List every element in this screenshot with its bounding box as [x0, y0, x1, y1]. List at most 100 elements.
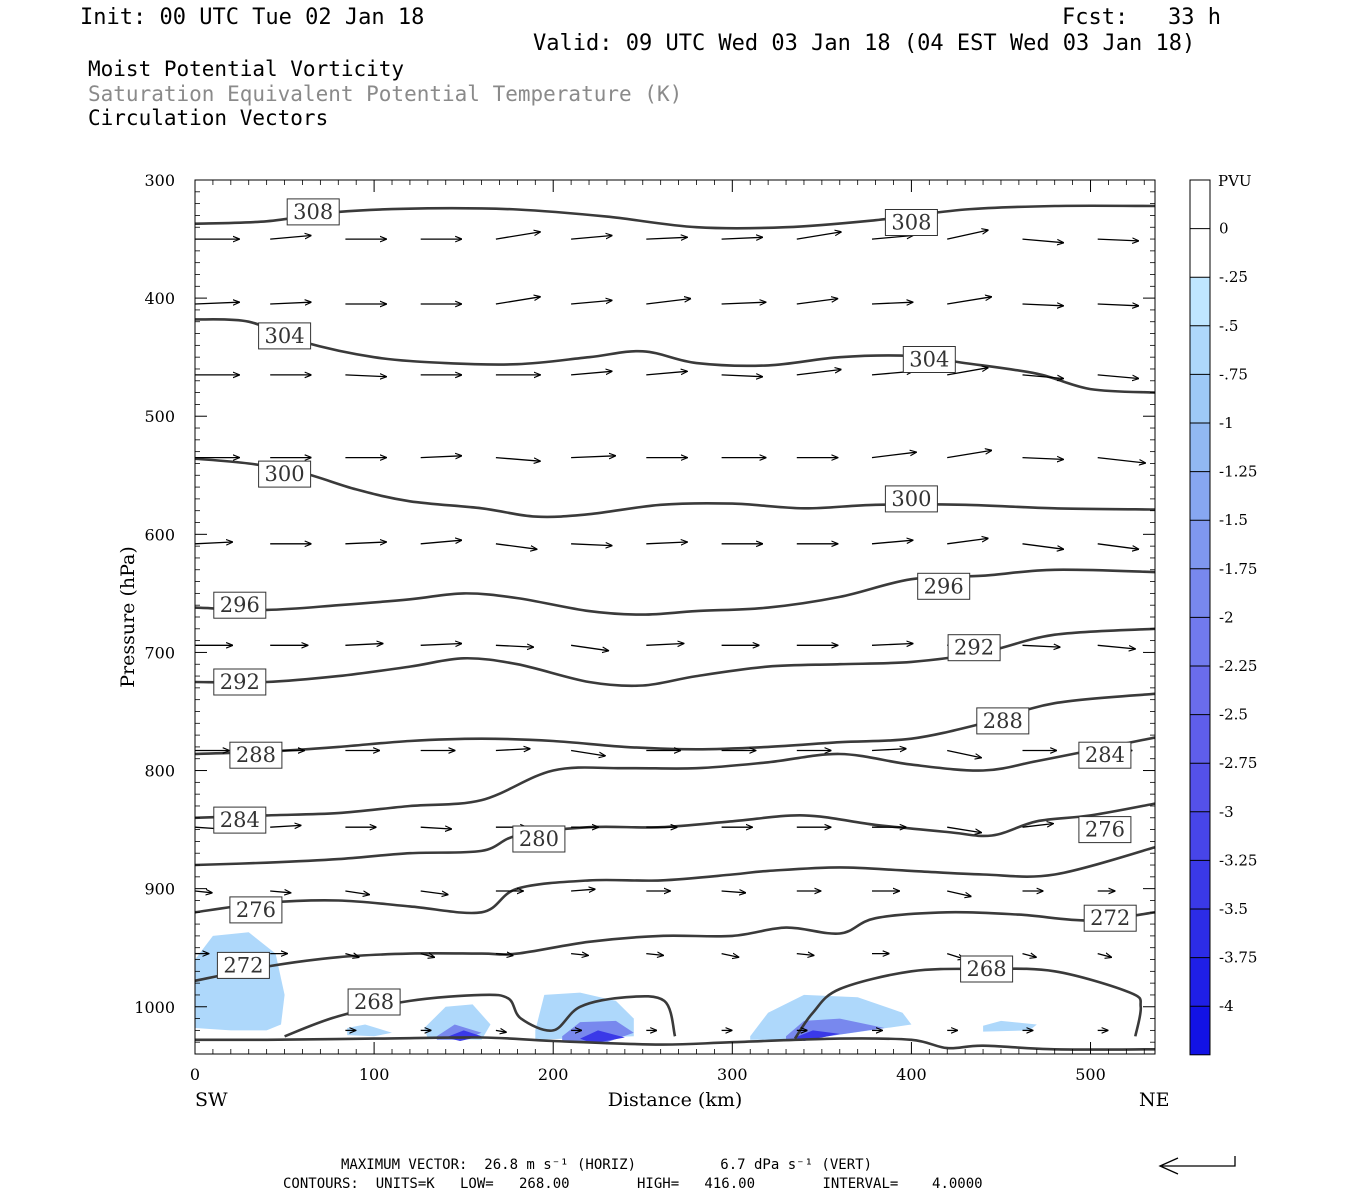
vector-0-11: [1022, 238, 1064, 243]
colorbar-label-9: -2.25: [1219, 657, 1257, 675]
svg-text:300: 300: [891, 487, 931, 511]
theta-es-contours: [195, 204, 1155, 1051]
vector-1-0: [195, 302, 239, 304]
contour-296-3: [195, 568, 1155, 616]
contour-label-276-16: 276: [229, 896, 283, 924]
colorbar-swatch-12: [1190, 763, 1210, 812]
colorbar-swatch-7: [1190, 520, 1210, 569]
vector-5-4: [495, 645, 533, 647]
vector-0-7: [721, 237, 763, 239]
contour-label-296-6: 296: [213, 591, 267, 619]
vector-1-10: [947, 297, 991, 305]
contour-label-272-17: 272: [1083, 904, 1137, 932]
contours-note: CONTOURS: UNITS=K LOW= 268.00 HIGH= 416.…: [283, 1176, 983, 1192]
contour-label-308-0: 308: [286, 198, 340, 226]
vector-7-10: [947, 826, 981, 832]
vector-9-2: [345, 954, 359, 958]
contour-label-300-5: 300: [884, 485, 938, 513]
contour-label-268-20: 268: [960, 955, 1014, 983]
svg-text:280: 280: [519, 827, 559, 851]
x-end-label-sw: SW: [195, 1089, 228, 1111]
x-tick-label-4: 400: [896, 1065, 927, 1084]
colorbar-swatch-0: [1190, 180, 1210, 229]
vector-8-2: [345, 890, 369, 895]
colorbar-label-6: -1.5: [1219, 511, 1248, 529]
colorbar-label-3: -.75: [1219, 365, 1248, 383]
vector-0-9: [871, 236, 913, 240]
max-vector-note: MAXIMUM VECTOR: 26.8 m s⁻¹ (HORIZ) 6.7 d…: [341, 1157, 873, 1173]
title-mpv: Moist Potential Vorticity: [88, 57, 405, 81]
svg-text:288: 288: [236, 743, 276, 767]
y-tick-label-7: 1000: [134, 998, 175, 1017]
colorbar-swatch-8: [1190, 568, 1210, 618]
colorbar-label-10: -2.5: [1219, 706, 1248, 724]
vector-6-9: [871, 749, 906, 751]
y-tick-label-1: 400: [144, 289, 175, 308]
vector-9-5: [571, 954, 588, 956]
y-axis-label: Pressure (hPa): [117, 546, 139, 688]
vector-0-5: [571, 236, 612, 240]
contour-268-12: [195, 1036, 1155, 1051]
vector-5-6: [646, 644, 683, 646]
contour-label-268-19: 268: [347, 988, 401, 1016]
vector-5-5: [571, 644, 608, 650]
contour-label-280-14: 280: [512, 825, 566, 853]
vector-7-1: [270, 825, 301, 827]
colorbar-label-4: -1: [1219, 414, 1234, 432]
vector-0-1: [270, 236, 311, 240]
vector-4-12: [1097, 543, 1139, 549]
vector-2-13: [1154, 374, 1155, 376]
colorbar-label-14: -3.5: [1219, 900, 1248, 918]
vector-5-12: [1097, 644, 1135, 649]
svg-text:284: 284: [1085, 743, 1125, 767]
vector-10-2: [495, 1030, 506, 1032]
colorbar-swatch-16: [1190, 957, 1210, 1007]
vector-3-12: [1097, 456, 1146, 463]
contour-284-6: [195, 736, 1155, 820]
pv-area-0: [195, 932, 285, 1031]
vector-3-5: [571, 456, 615, 458]
vector-0-12: [1097, 239, 1139, 241]
svg-text:284: 284: [220, 808, 260, 832]
vector-4-6: [646, 542, 687, 544]
x-axis-label: Distance (km): [608, 1089, 743, 1111]
contour-label-284-12: 284: [213, 806, 267, 834]
contour-292-4: [195, 627, 1155, 688]
svg-text:268: 268: [967, 957, 1007, 981]
init-time: Init: 00 UTC Tue 02 Jan 18: [80, 5, 425, 30]
svg-text:308: 308: [891, 211, 931, 235]
svg-text:296: 296: [924, 574, 964, 598]
vector-9-11: [1022, 954, 1037, 958]
contour-label-296-7: 296: [917, 572, 971, 600]
vector-0-13: [1154, 239, 1155, 240]
svg-text:272: 272: [223, 953, 263, 977]
vector-8-10: [947, 890, 971, 896]
contour-280-7: [195, 802, 1155, 867]
vector-1-8: [796, 299, 838, 305]
vector-5-11: [1022, 645, 1060, 647]
colorbar-label-15: -3.75: [1219, 949, 1257, 967]
contour-label-276-15: 276: [1078, 816, 1132, 844]
vector-2-8: [796, 370, 841, 376]
y-tick-label-0: 300: [144, 171, 175, 190]
vector-1-1: [270, 302, 311, 304]
y-tick-label-5: 800: [144, 762, 175, 781]
contour-labels: 308 308 304 304 300 300 296 296 292 292 288 288 284 2…: [213, 198, 1137, 1016]
vector-6-4: [495, 749, 530, 751]
vector-5-2: [345, 644, 382, 646]
vector-3-13: [1154, 457, 1155, 459]
vector-6-5: [570, 749, 605, 756]
vector-0-6: [646, 237, 687, 239]
vector-8-0: [195, 891, 212, 893]
colorbar-swatch-10: [1190, 666, 1210, 715]
pv-shading: [195, 932, 1037, 1044]
vector-8-5: [571, 889, 595, 891]
vector-2-11: [1022, 374, 1064, 379]
x-tick-label-2: 200: [538, 1065, 569, 1084]
y-tick-label-2: 500: [144, 407, 175, 426]
x-tick-label-0: 0: [190, 1065, 200, 1084]
vector-2-6: [646, 371, 687, 376]
vector-3-11: [1022, 458, 1064, 460]
vector-7-11: [1022, 824, 1054, 828]
contour-label-284-13: 284: [1078, 741, 1132, 769]
